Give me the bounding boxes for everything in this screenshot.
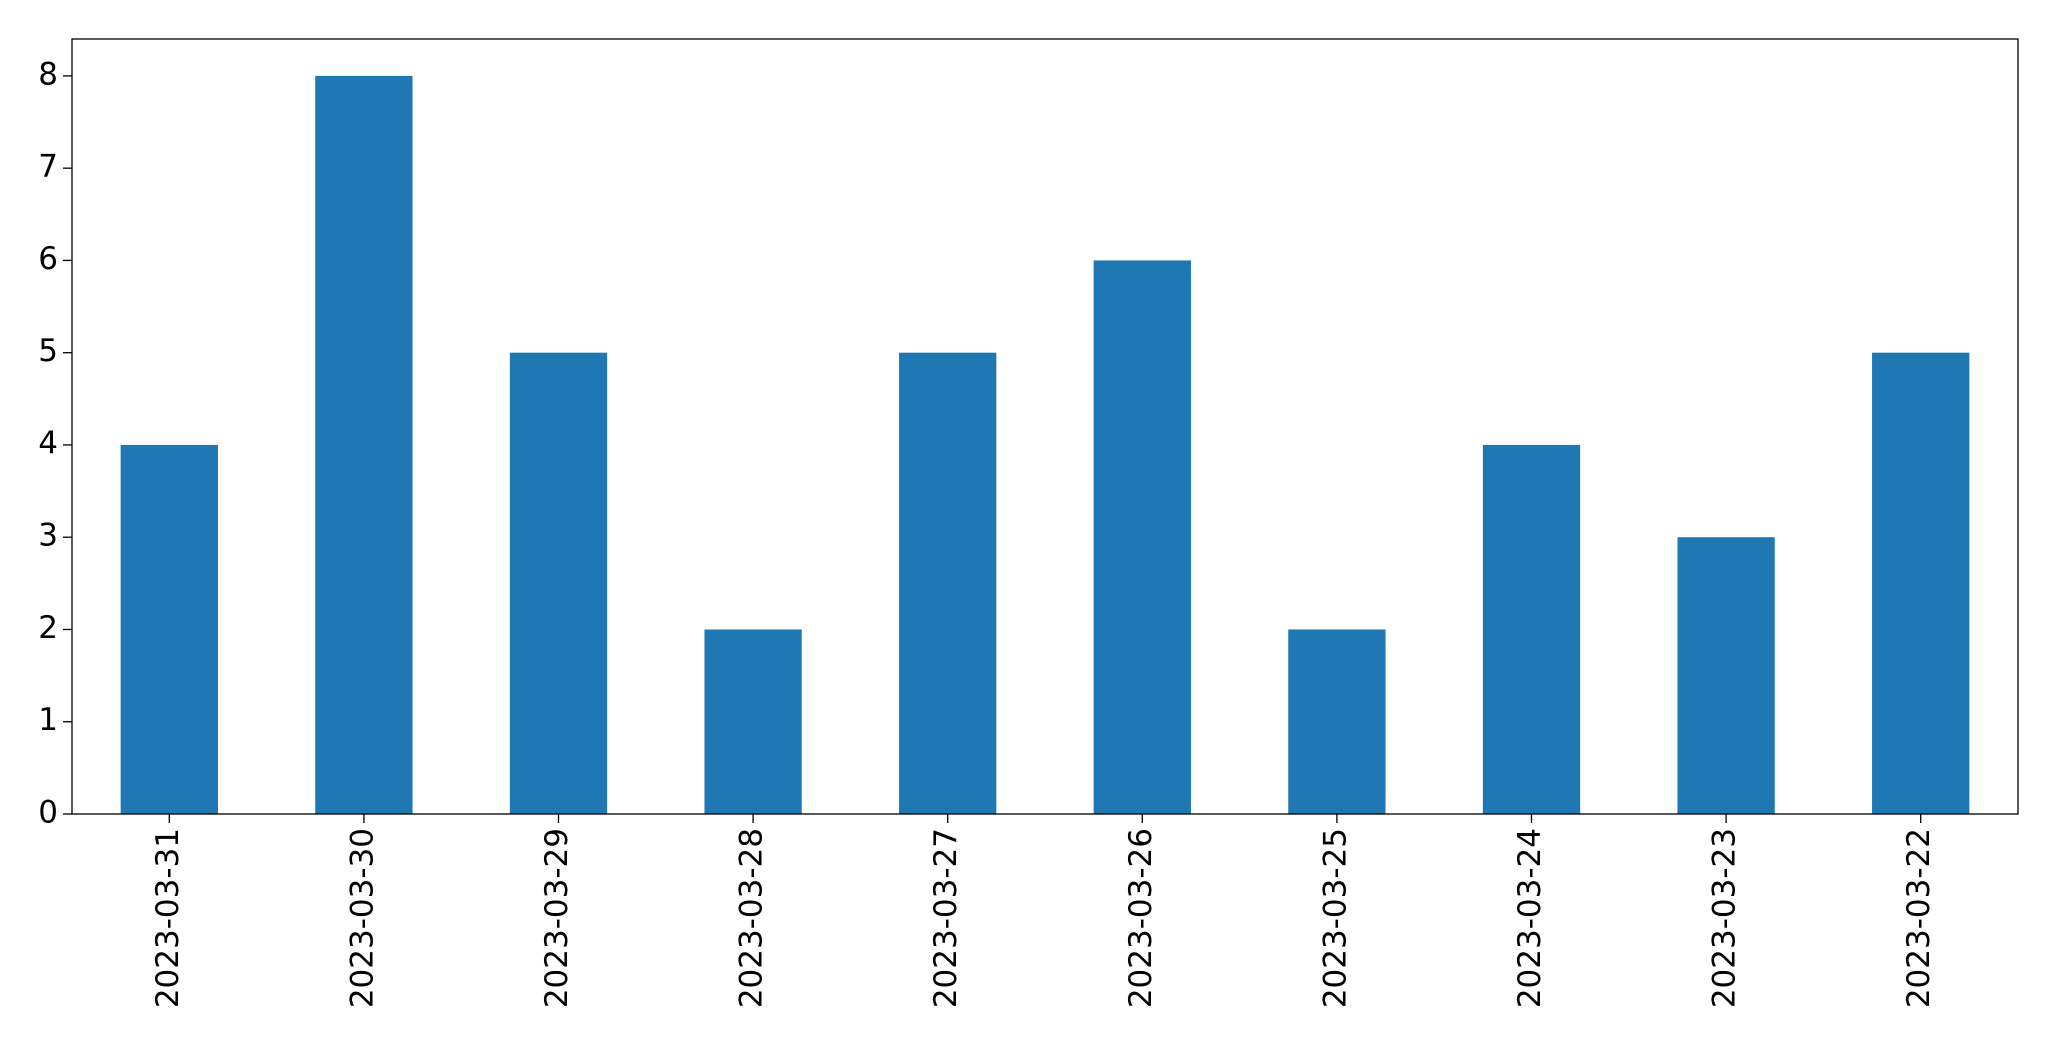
- bar: [704, 629, 802, 814]
- x-tick-label: 2023-03-24: [1512, 828, 1548, 1008]
- bar: [1482, 444, 1581, 814]
- bar: [315, 75, 413, 814]
- bar: [1288, 629, 1386, 814]
- y-tick-label: 1: [38, 702, 58, 738]
- x-tick-label: 2023-03-25: [1317, 828, 1353, 1008]
- x-tick-label: 2023-03-31: [150, 828, 186, 1008]
- y-tick-label: 7: [38, 149, 58, 185]
- x-tick-label: 2023-03-30: [344, 828, 380, 1008]
- x-tick-label: 2023-03-29: [539, 828, 575, 1008]
- bar: [120, 444, 218, 814]
- y-tick-label: 4: [38, 425, 58, 461]
- bar: [1677, 537, 1775, 814]
- y-tick-label: 2: [38, 610, 58, 646]
- y-tick-label: 3: [38, 518, 58, 554]
- x-tick-label: 2023-03-22: [1901, 828, 1937, 1008]
- y-tick-label: 5: [38, 333, 58, 369]
- x-tick-label: 2023-03-28: [734, 828, 770, 1008]
- bar: [1872, 352, 1970, 814]
- plot-frame: [71, 38, 2019, 815]
- bar: [509, 352, 608, 814]
- x-tick-label: 2023-03-23: [1707, 828, 1743, 1008]
- y-tick-label: 0: [38, 795, 58, 831]
- x-tick-label: 2023-03-27: [928, 828, 964, 1008]
- x-tick-label: 2023-03-26: [1123, 828, 1159, 1008]
- bar: [899, 352, 997, 814]
- bar: [1093, 260, 1191, 814]
- y-tick-label: 6: [38, 241, 58, 277]
- y-tick-label: 8: [38, 56, 58, 92]
